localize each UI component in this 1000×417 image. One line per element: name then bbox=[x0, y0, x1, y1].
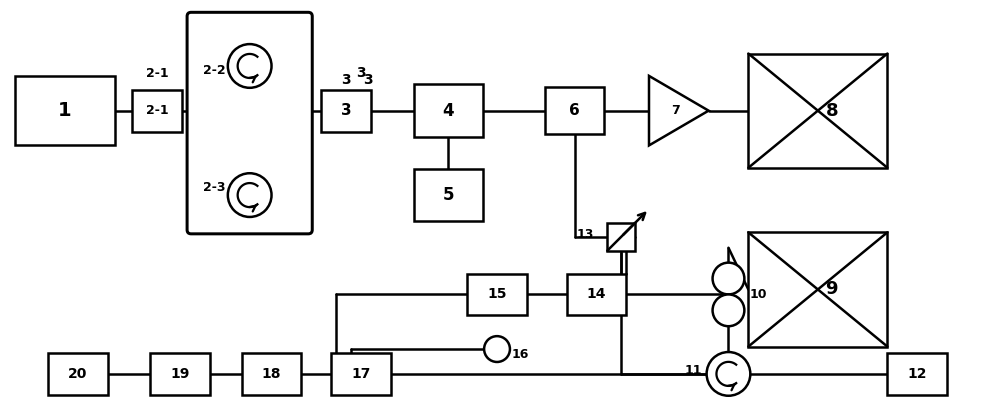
Text: 17: 17 bbox=[351, 367, 371, 381]
Circle shape bbox=[713, 294, 744, 326]
Bar bbox=[414, 169, 483, 221]
Bar bbox=[150, 353, 210, 395]
Bar bbox=[15, 76, 115, 146]
Text: 2-3: 2-3 bbox=[203, 181, 226, 193]
Text: 8: 8 bbox=[825, 102, 838, 120]
Text: 20: 20 bbox=[68, 367, 88, 381]
Circle shape bbox=[228, 44, 272, 88]
Text: 10: 10 bbox=[749, 288, 767, 301]
Text: 11: 11 bbox=[684, 364, 702, 377]
Text: 4: 4 bbox=[443, 102, 454, 120]
Bar bbox=[467, 274, 527, 315]
Text: 12: 12 bbox=[907, 367, 927, 381]
Text: 6: 6 bbox=[569, 103, 580, 118]
Bar bbox=[748, 232, 887, 347]
Bar bbox=[545, 87, 604, 134]
Bar bbox=[748, 53, 887, 168]
FancyBboxPatch shape bbox=[187, 13, 312, 234]
Polygon shape bbox=[649, 76, 709, 146]
Bar bbox=[331, 353, 391, 395]
Text: 3: 3 bbox=[341, 103, 351, 118]
Text: 5: 5 bbox=[443, 186, 454, 204]
Bar bbox=[242, 353, 301, 395]
Bar bbox=[48, 353, 108, 395]
Bar bbox=[414, 84, 483, 137]
Circle shape bbox=[484, 336, 510, 362]
Circle shape bbox=[713, 263, 744, 294]
Text: 9: 9 bbox=[826, 281, 838, 299]
Bar bbox=[607, 223, 635, 251]
Text: 3: 3 bbox=[363, 73, 373, 87]
Text: 18: 18 bbox=[262, 367, 281, 381]
Text: 14: 14 bbox=[587, 287, 606, 301]
Text: 1: 1 bbox=[58, 101, 72, 120]
Bar bbox=[132, 90, 182, 131]
Text: 3: 3 bbox=[341, 73, 351, 87]
Text: 2-1: 2-1 bbox=[146, 104, 169, 117]
Bar bbox=[887, 353, 947, 395]
Text: 7: 7 bbox=[671, 104, 680, 117]
Text: 3: 3 bbox=[356, 66, 366, 80]
Circle shape bbox=[228, 173, 272, 217]
Text: 2-2: 2-2 bbox=[203, 64, 226, 78]
Bar bbox=[321, 90, 371, 131]
Bar bbox=[567, 274, 626, 315]
Text: 15: 15 bbox=[487, 287, 507, 301]
Text: 19: 19 bbox=[170, 367, 190, 381]
Text: 16: 16 bbox=[512, 347, 529, 361]
Text: 2-1: 2-1 bbox=[146, 67, 169, 80]
Text: 13: 13 bbox=[576, 229, 594, 241]
Circle shape bbox=[707, 352, 750, 396]
